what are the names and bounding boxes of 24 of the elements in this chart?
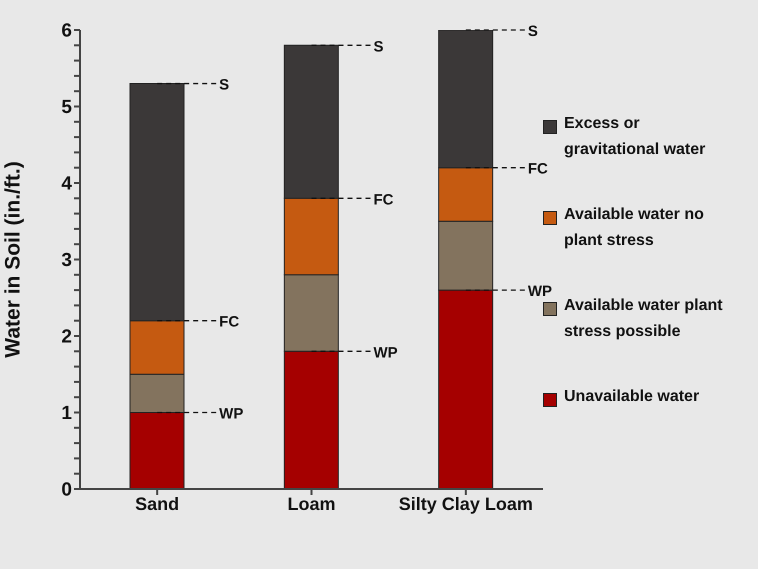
annotation: FC xyxy=(528,160,548,178)
y-tick-label: 0 xyxy=(61,480,72,501)
x-tick-label: Silty Clay Loam xyxy=(398,494,533,514)
x-tick-label: Sand xyxy=(135,494,180,514)
legend-label: Available water no plant stress xyxy=(564,204,705,250)
y-axis-title: Water in Soil (in./ft.) xyxy=(1,161,24,358)
legend-label: Unavailable water xyxy=(564,386,700,406)
legend-label: Available water plant stress possible xyxy=(564,296,724,342)
x-tick-label: Loam xyxy=(287,494,336,514)
annotation: FC xyxy=(219,314,240,331)
y-tick-label: 1 xyxy=(61,403,72,424)
annotation: WP xyxy=(374,344,398,362)
y-tick-label: 6 xyxy=(61,20,72,42)
annotation: S xyxy=(528,23,538,40)
y-tick-label: 5 xyxy=(61,97,72,118)
legend-label: Excess or gravitational water xyxy=(564,114,706,160)
annotation: WP xyxy=(528,283,552,300)
y-tick-label: 4 xyxy=(61,174,72,195)
annotation: WP xyxy=(219,406,244,422)
y-tick-label: 2 xyxy=(61,326,72,348)
annotation: S xyxy=(219,76,230,94)
annotation: FC xyxy=(374,191,394,208)
annotation: S xyxy=(374,38,384,56)
y-tick-label: 3 xyxy=(61,250,72,272)
